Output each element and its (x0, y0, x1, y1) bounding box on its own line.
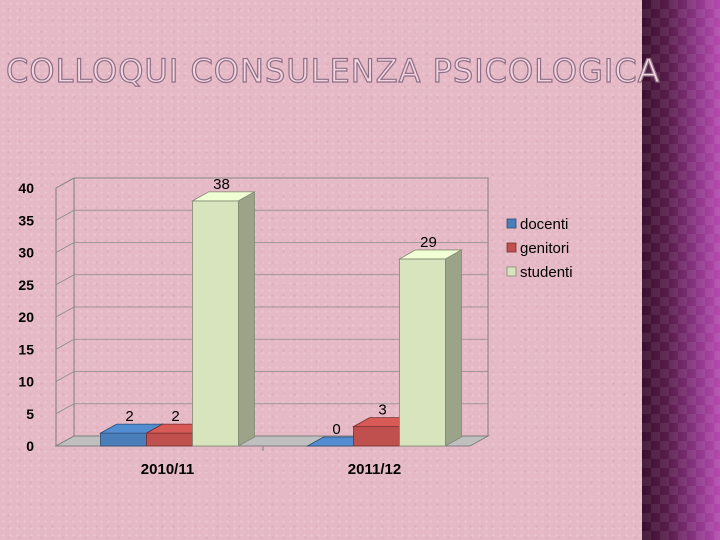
legend-label: docenti (520, 216, 568, 233)
bar-front (100, 432, 147, 447)
gridline (55, 306, 488, 318)
bar-front (399, 258, 446, 447)
bar-side (445, 249, 462, 447)
bar-studenti (397, 249, 464, 447)
data-label: 2 (171, 408, 179, 425)
bar-front (146, 432, 193, 447)
bar-front (353, 426, 400, 447)
gridline (55, 338, 488, 350)
gridline (55, 242, 488, 253)
data-label: 3 (378, 402, 386, 419)
y-tick-label: 30 (18, 245, 34, 261)
y-tick-label: 35 (18, 212, 34, 228)
gridline (55, 274, 488, 286)
bar-studenti (190, 191, 257, 447)
slide-title: COLLOQUI CONSULENZA PSICOLOGICA (5, 51, 661, 90)
decorative-side-band (642, 0, 720, 540)
y-tick-label: 25 (18, 277, 34, 293)
y-tick-label: 40 (18, 180, 34, 196)
gridline (55, 403, 488, 415)
gridline (55, 209, 488, 221)
bar-front (192, 200, 239, 447)
y-tick-label: 10 (18, 374, 34, 390)
y-tick-label: 0 (26, 438, 34, 454)
legend-swatch (506, 218, 517, 229)
data-label: 2 (125, 408, 133, 425)
gridline (55, 371, 488, 382)
legend-item-studenti: studenti (506, 264, 573, 281)
data-label: 29 (420, 234, 437, 251)
x-category-label: 2011/12 (348, 461, 401, 478)
y-tick-label: 20 (18, 309, 34, 325)
legend-label: genitori (520, 240, 569, 257)
y-tick-label: 5 (26, 406, 34, 422)
bar-side (238, 191, 255, 447)
legend-swatch (506, 242, 517, 253)
gridline (55, 177, 488, 189)
y-tick-label: 15 (18, 341, 34, 357)
data-label: 0 (332, 421, 340, 438)
legend-swatch (506, 266, 517, 277)
legend-item-genitori: genitori (506, 240, 569, 257)
x-category-label: 2010/11 (141, 461, 194, 478)
legend-item-docenti: docenti (506, 216, 568, 233)
legend-label: studenti (520, 264, 573, 281)
data-label: 38 (213, 176, 230, 193)
